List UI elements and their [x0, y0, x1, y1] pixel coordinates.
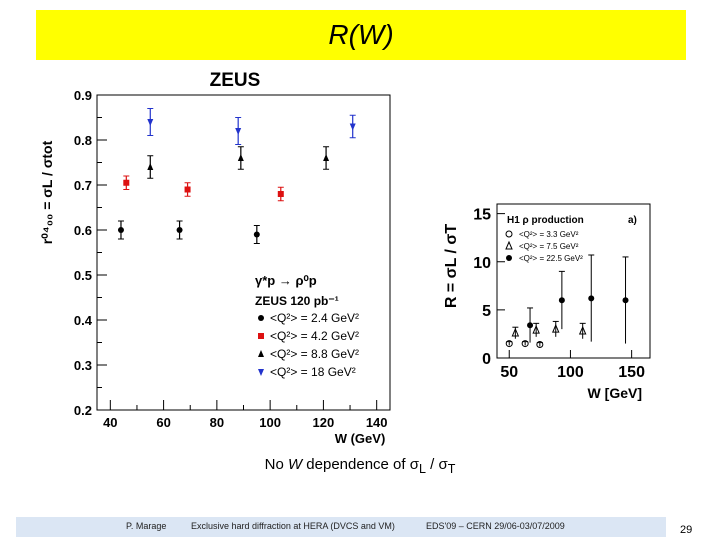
zeus-legend-marker [258, 333, 264, 339]
zeus-y-tick-label: 0.8 [74, 133, 92, 148]
h1-y-tick-label: 10 [473, 255, 491, 272]
h1-panel-label: a) [628, 215, 637, 226]
h1-point-series-1 [551, 323, 560, 333]
zeus-legend-header: ZEUS 120 pb⁻¹ [255, 294, 339, 308]
zeus-point-series-2 [323, 154, 330, 161]
zeus-x-tick-label: 60 [156, 415, 170, 430]
h1-x-tick-label: 100 [557, 364, 584, 381]
zeus-x-tick-label: 40 [103, 415, 117, 430]
zeus-legend-process: γ*p → ρ⁰p [255, 273, 317, 288]
h1-point-series-2 [558, 297, 565, 304]
h1-y-tick-label: 5 [482, 303, 491, 320]
h1-point-series-1 [532, 324, 540, 334]
zeus-point-series-2 [147, 163, 154, 170]
footer-conference: EDS'09 – CERN 29/06-03/07/2009 [426, 521, 565, 531]
zeus-legend-label: <Q²> = 8.8 GeV² [270, 347, 359, 361]
zeus-legend-label: <Q²> = 18 GeV² [270, 365, 356, 379]
h1-legend-marker [505, 240, 513, 250]
zeus-title: ZEUS [210, 70, 261, 91]
caption: No W dependence of σL / σT [264, 456, 456, 476]
h1-point-series-1 [511, 327, 520, 337]
zeus-x-tick-label: 140 [366, 415, 388, 430]
zeus-point-series-3 [235, 128, 242, 135]
zeus-legend-marker [258, 369, 264, 376]
zeus-point-series-0 [176, 227, 183, 233]
zeus-y-tick-label: 0.2 [74, 403, 92, 418]
zeus-point-series-0 [253, 231, 260, 238]
h1-y-tick-label: 0 [482, 351, 491, 368]
footer-author: P. Marage [126, 521, 167, 531]
h1-legend-label: <Q²> = 22.5 GeV² [519, 254, 583, 263]
zeus-point-series-1 [277, 191, 284, 197]
zeus-legend-label: <Q²> = 4.2 GeV² [270, 329, 359, 343]
h1-point-series-0 [505, 340, 513, 348]
zeus-legend-marker [258, 350, 264, 357]
footer: P. Marage Exclusive hard diffraction at … [16, 517, 666, 537]
h1-frame [496, 203, 651, 359]
h1-legend-label: <Q²> = 7.5 GeV² [519, 242, 579, 251]
h1-x-tick-label: 50 [500, 364, 518, 381]
h1-point-series-0 [521, 340, 529, 348]
h1-y-label: R = σL / σT [443, 224, 460, 309]
zeus-y-tick-label: 0.9 [74, 88, 92, 103]
zeus-y-tick-label: 0.4 [74, 313, 93, 328]
h1-x-tick-label: 150 [618, 364, 645, 381]
zeus-x-label: W (GeV) [335, 431, 386, 446]
zeus-y-label: r⁰⁴₀₀ = σL / σtot [39, 140, 55, 244]
slide-title: R(W) [328, 19, 394, 50]
h1-point-series-1 [578, 325, 587, 335]
h1-legend-title: H1 ρ production [507, 215, 584, 226]
zeus-y-tick-label: 0.6 [74, 223, 92, 238]
zeus-point-series-0 [117, 227, 124, 233]
zeus-x-tick-label: 80 [210, 415, 224, 430]
zeus-legend-marker [258, 315, 264, 321]
h1-point-series-2 [622, 297, 629, 304]
zeus-x-tick-label: 100 [259, 415, 281, 430]
h1-point-series-2 [588, 295, 595, 302]
h1-y-tick-label: 15 [473, 207, 491, 224]
footer-talk: Exclusive hard diffraction at HERA (DVCS… [191, 521, 395, 531]
zeus-y-tick-label: 0.3 [74, 358, 92, 373]
h1-legend-marker [505, 230, 513, 238]
zeus-point-series-1 [123, 179, 130, 186]
h1-legend-label: <Q²> = 3.3 GeV² [519, 230, 579, 239]
h1-legend-marker [506, 255, 512, 261]
h1-point-series-2 [527, 322, 534, 329]
zeus-frame [96, 94, 391, 411]
zeus-x-tick-label: 120 [313, 415, 335, 430]
zeus-legend-label: <Q²> = 2.4 GeV² [270, 311, 359, 325]
zeus-point-series-1 [184, 186, 191, 193]
h1-x-label: W [GeV] [588, 385, 642, 401]
page-number: 29 [680, 524, 693, 536]
zeus-y-tick-label: 0.7 [74, 178, 92, 193]
zeus-point-series-2 [237, 154, 244, 161]
title-bar: R(W) [36, 10, 686, 60]
zeus-point-series-3 [349, 123, 356, 131]
zeus-y-tick-label: 0.5 [74, 268, 92, 283]
caption-w: W [287, 456, 303, 473]
zeus-point-series-3 [147, 119, 154, 126]
h1-point-series-0 [536, 341, 544, 349]
